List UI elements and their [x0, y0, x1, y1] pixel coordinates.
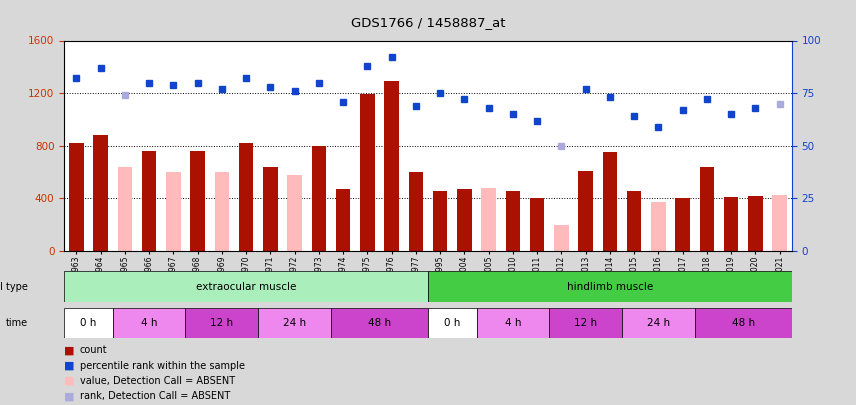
Bar [239, 143, 253, 251]
Bar [603, 152, 617, 251]
Bar [748, 196, 763, 251]
Bar [360, 94, 375, 251]
Text: 24 h: 24 h [647, 318, 670, 328]
Bar [481, 188, 496, 251]
Text: ■: ■ [64, 361, 74, 371]
Bar [215, 172, 229, 251]
Text: 12 h: 12 h [574, 318, 597, 328]
Text: ■: ■ [64, 345, 74, 355]
Bar [384, 81, 399, 251]
Bar [408, 172, 423, 251]
Bar [93, 135, 108, 251]
Text: 48 h: 48 h [732, 318, 755, 328]
Bar [675, 198, 690, 251]
Bar [699, 167, 714, 251]
Bar [579, 171, 593, 251]
Text: 0 h: 0 h [80, 318, 97, 328]
Text: rank, Detection Call = ABSENT: rank, Detection Call = ABSENT [80, 392, 230, 401]
Text: ■: ■ [64, 376, 74, 386]
Bar [772, 194, 787, 251]
Bar [336, 189, 350, 251]
Bar [428, 271, 792, 302]
Bar [724, 197, 739, 251]
Bar [457, 189, 472, 251]
Bar [263, 167, 277, 251]
Bar [530, 198, 544, 251]
Text: time: time [6, 318, 27, 328]
Bar [142, 151, 157, 251]
Bar [64, 308, 113, 338]
Bar [186, 308, 259, 338]
Text: 24 h: 24 h [283, 318, 306, 328]
Text: 4 h: 4 h [141, 318, 158, 328]
Bar [550, 308, 622, 338]
Bar [433, 191, 448, 251]
Bar [622, 308, 695, 338]
Text: value, Detection Call = ABSENT: value, Detection Call = ABSENT [80, 376, 235, 386]
Bar [259, 308, 331, 338]
Bar [651, 202, 666, 251]
Bar [506, 191, 520, 251]
Bar [312, 146, 326, 251]
Bar [64, 271, 428, 302]
Text: ■: ■ [64, 392, 74, 401]
Text: cell type: cell type [0, 281, 27, 292]
Bar [477, 308, 550, 338]
Bar [428, 308, 477, 338]
Bar [288, 175, 302, 251]
Bar [113, 308, 186, 338]
Text: percentile rank within the sample: percentile rank within the sample [80, 361, 245, 371]
Text: 12 h: 12 h [211, 318, 234, 328]
Bar [331, 308, 428, 338]
Text: count: count [80, 345, 107, 355]
Bar [554, 225, 568, 251]
Text: hindlimb muscle: hindlimb muscle [567, 281, 653, 292]
Text: 4 h: 4 h [505, 318, 521, 328]
Bar [190, 151, 205, 251]
Bar [117, 167, 132, 251]
Bar [627, 191, 641, 251]
Text: extraocular muscle: extraocular muscle [196, 281, 296, 292]
Text: 48 h: 48 h [368, 318, 391, 328]
Text: GDS1766 / 1458887_at: GDS1766 / 1458887_at [351, 16, 505, 29]
Text: 0 h: 0 h [444, 318, 461, 328]
Bar [69, 143, 84, 251]
Bar [695, 308, 792, 338]
Bar [166, 172, 181, 251]
